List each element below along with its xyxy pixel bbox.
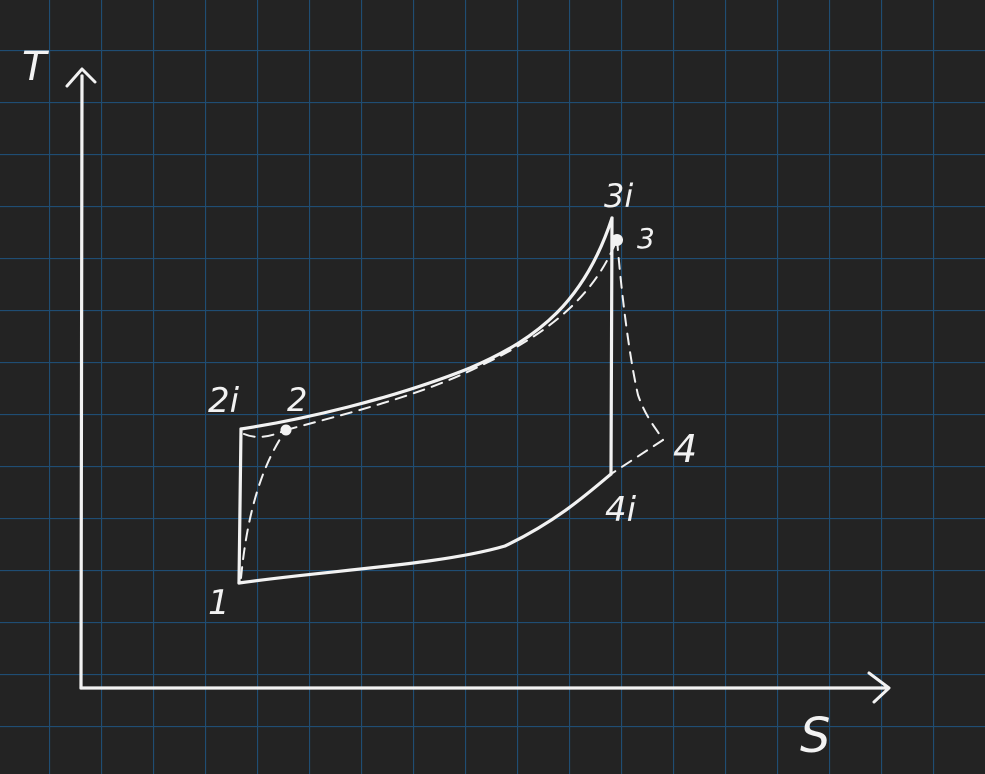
s-axis-label: S [800,708,830,764]
t-axis-arrowhead [65,67,97,88]
point-2i-label: 2i [208,381,240,421]
point-3i-label: 3i [604,177,633,215]
state-points [280,234,623,436]
point-2-label: 2 [287,381,307,419]
actual-cycle [240,238,664,579]
process-4-4i-dashed [610,439,664,475]
point-3-label: 3 [637,222,655,255]
process-2i-3i-heat-addition [239,216,614,431]
point-1-label: 1 [208,583,230,623]
process-1-2-compression-dashed [240,429,287,579]
point-2-dot [280,424,292,436]
point-4i-label: 4i [605,490,637,530]
process-3-4-expansion-dashed [616,238,664,441]
process-2-3-heat-addition-dashed [285,238,618,431]
point-4-label: 4 [673,427,697,471]
axes [65,67,891,704]
t-axis [79,74,84,690]
point-3-dot [611,234,623,246]
t-axis-label: T [22,44,50,90]
process-4i-1-heat-rejection [237,472,613,585]
process-1-2i-isentropic-compression [237,427,243,585]
s-axis-arrowhead [867,671,891,704]
ideal-cycle [237,216,614,585]
process-3i-4i-isentropic-expansion [609,216,614,476]
